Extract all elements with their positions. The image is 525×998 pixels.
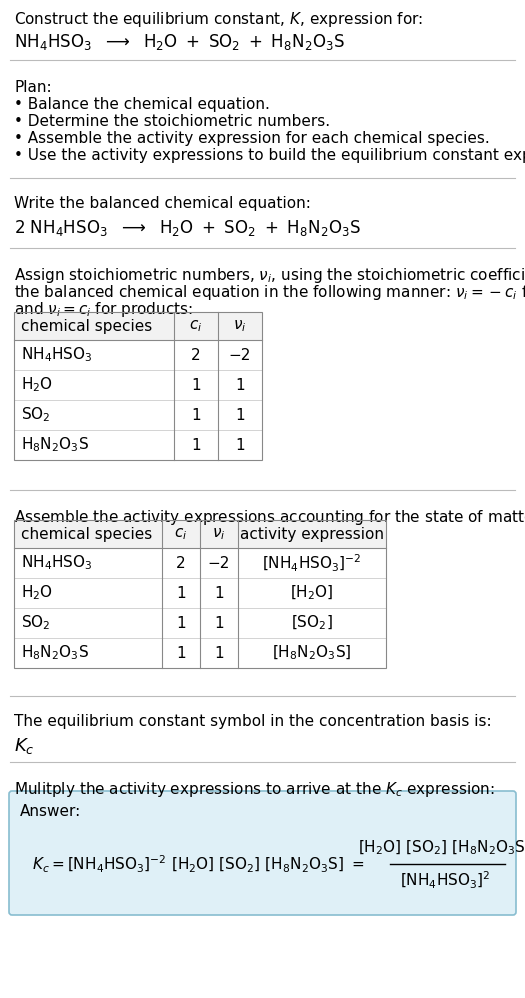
Text: 1: 1 <box>214 616 224 631</box>
FancyBboxPatch shape <box>9 791 516 915</box>
Text: 1: 1 <box>235 377 245 392</box>
Text: Mulitply the activity expressions to arrive at the $K_c$ expression:: Mulitply the activity expressions to arr… <box>14 780 495 799</box>
Text: 2: 2 <box>191 347 201 362</box>
Text: 1: 1 <box>176 646 186 661</box>
Text: $[\mathregular{SO_2}]$: $[\mathregular{SO_2}]$ <box>291 614 333 632</box>
Text: 1: 1 <box>176 586 186 601</box>
Bar <box>14 312 262 460</box>
Text: 1: 1 <box>214 646 224 661</box>
Text: chemical species: chemical species <box>21 318 152 333</box>
Text: $[\mathregular{H_2O}]$: $[\mathregular{H_2O}]$ <box>290 584 334 602</box>
Text: 1: 1 <box>191 437 201 452</box>
Text: 1: 1 <box>235 407 245 422</box>
Text: $\mathregular{H_8N_2O_3S}$: $\mathregular{H_8N_2O_3S}$ <box>21 644 89 663</box>
Bar <box>14 520 386 668</box>
Text: $\mathregular{SO_2}$: $\mathregular{SO_2}$ <box>21 405 50 424</box>
Text: activity expression: activity expression <box>240 527 384 542</box>
Text: $[\mathregular{NH_4HSO_3}]^{-2}$: $[\mathregular{NH_4HSO_3}]^{-2}$ <box>262 553 362 574</box>
Text: $\mathregular{NH_4HSO_3}\ \ \longrightarrow\ \ \mathregular{H_2O}\ +\ \mathregul: $\mathregular{NH_4HSO_3}\ \ \longrightar… <box>14 32 345 52</box>
Text: 1: 1 <box>191 407 201 422</box>
Text: $[\mathregular{NH_4HSO_3}]^2$: $[\mathregular{NH_4HSO_3}]^2$ <box>400 869 490 890</box>
Text: $\mathregular{SO_2}$: $\mathregular{SO_2}$ <box>21 614 50 633</box>
Text: Assemble the activity expressions accounting for the state of matter and $\nu_i$: Assemble the activity expressions accoun… <box>14 508 525 527</box>
Text: $K_c$: $K_c$ <box>14 736 35 756</box>
Text: 1: 1 <box>176 616 186 631</box>
Text: The equilibrium constant symbol in the concentration basis is:: The equilibrium constant symbol in the c… <box>14 714 491 729</box>
Text: • Use the activity expressions to build the equilibrium constant expression.: • Use the activity expressions to build … <box>14 148 525 163</box>
Text: Answer:: Answer: <box>20 804 81 819</box>
Text: 1: 1 <box>235 437 245 452</box>
Text: Plan:: Plan: <box>14 80 51 95</box>
Text: Assign stoichiometric numbers, $\nu_i$, using the stoichiometric coefficients, $: Assign stoichiometric numbers, $\nu_i$, … <box>14 266 525 285</box>
Text: $[\mathregular{H_8N_2O_3S}]$: $[\mathregular{H_8N_2O_3S}]$ <box>272 644 352 663</box>
Text: $2\ \mathregular{NH_4HSO_3}\ \ \longrightarrow\ \ \mathregular{H_2O}\ +\ \mathre: $2\ \mathregular{NH_4HSO_3}\ \ \longrigh… <box>14 218 361 238</box>
Text: the balanced chemical equation in the following manner: $\nu_i = -c_i$ for react: the balanced chemical equation in the fo… <box>14 283 525 302</box>
Text: $\mathregular{NH_4HSO_3}$: $\mathregular{NH_4HSO_3}$ <box>21 554 92 572</box>
Text: 1: 1 <box>214 586 224 601</box>
Text: $\mathregular{NH_4HSO_3}$: $\mathregular{NH_4HSO_3}$ <box>21 345 92 364</box>
Text: $K_c = [\mathregular{NH_4HSO_3}]^{-2}\ [\mathregular{H_2O}]\ [\mathregular{SO_2}: $K_c = [\mathregular{NH_4HSO_3}]^{-2}\ [… <box>32 853 364 874</box>
Text: • Determine the stoichiometric numbers.: • Determine the stoichiometric numbers. <box>14 114 330 129</box>
Text: $c_i$: $c_i$ <box>174 526 187 542</box>
Text: chemical species: chemical species <box>21 527 152 542</box>
Text: −2: −2 <box>229 347 251 362</box>
Bar <box>14 520 386 668</box>
Bar <box>14 520 386 548</box>
Text: • Assemble the activity expression for each chemical species.: • Assemble the activity expression for e… <box>14 131 490 146</box>
Text: $\mathregular{H_8N_2O_3S}$: $\mathregular{H_8N_2O_3S}$ <box>21 436 89 454</box>
Text: −2: −2 <box>208 556 230 571</box>
Text: $\nu_i$: $\nu_i$ <box>233 318 247 334</box>
Text: 2: 2 <box>176 556 186 571</box>
Text: Construct the equilibrium constant, $K$, expression for:: Construct the equilibrium constant, $K$,… <box>14 10 423 29</box>
Text: $[\mathregular{H_2O}]\ [\mathregular{SO_2}]\ [\mathregular{H_8N_2O_3S}]$: $[\mathregular{H_2O}]\ [\mathregular{SO_… <box>359 838 525 857</box>
Bar <box>14 312 262 340</box>
Bar <box>14 312 262 460</box>
Text: $\mathregular{H_2O}$: $\mathregular{H_2O}$ <box>21 375 53 394</box>
Text: $\mathregular{H_2O}$: $\mathregular{H_2O}$ <box>21 584 53 603</box>
Text: $c_i$: $c_i$ <box>190 318 203 334</box>
Text: Write the balanced chemical equation:: Write the balanced chemical equation: <box>14 196 311 211</box>
Text: • Balance the chemical equation.: • Balance the chemical equation. <box>14 97 270 112</box>
Text: 1: 1 <box>191 377 201 392</box>
Text: $\nu_i$: $\nu_i$ <box>212 526 226 542</box>
Text: and $\nu_i = c_i$ for products:: and $\nu_i = c_i$ for products: <box>14 300 193 319</box>
